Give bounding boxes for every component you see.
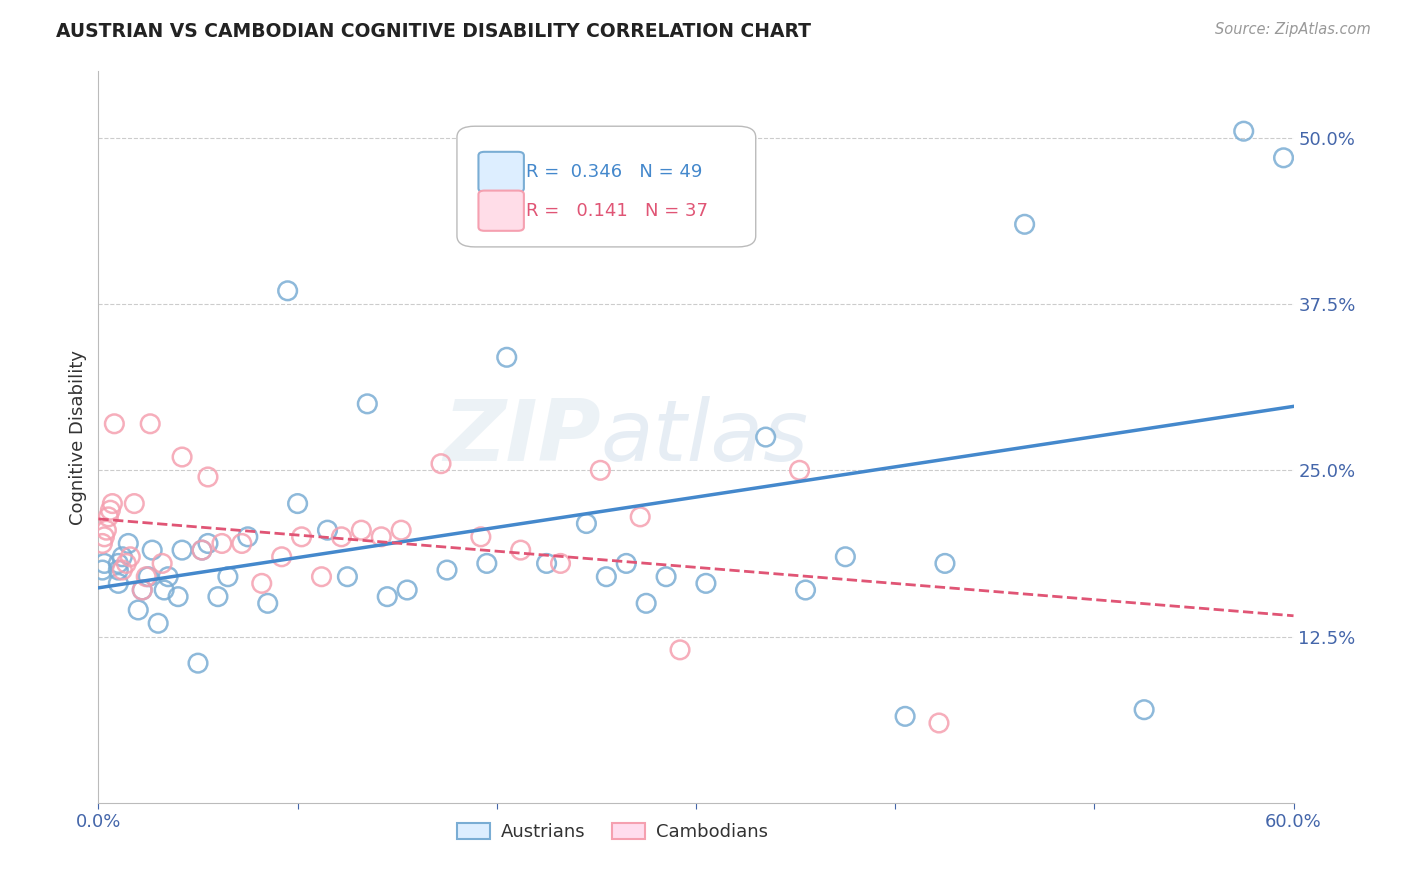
Text: atlas: atlas: [600, 395, 808, 479]
FancyBboxPatch shape: [478, 152, 524, 192]
Point: [789, 463, 811, 477]
Point: [834, 549, 856, 564]
Point: [120, 549, 142, 564]
Point: [127, 603, 149, 617]
Point: [91, 536, 114, 550]
FancyBboxPatch shape: [478, 191, 524, 231]
Point: [117, 536, 139, 550]
Point: [436, 563, 458, 577]
Point: [934, 557, 956, 571]
Text: R =   0.141   N = 37: R = 0.141 N = 37: [526, 202, 709, 220]
Point: [336, 570, 359, 584]
Point: [103, 417, 125, 431]
Point: [356, 397, 378, 411]
Point: [172, 450, 194, 464]
Point: [150, 557, 173, 571]
Point: [628, 509, 651, 524]
Point: [111, 563, 134, 577]
Point: [167, 590, 190, 604]
Point: [101, 497, 124, 511]
Point: [250, 576, 273, 591]
Point: [1014, 217, 1036, 231]
Point: [928, 716, 950, 731]
Point: [894, 709, 917, 723]
Point: [148, 616, 170, 631]
Point: [107, 563, 129, 577]
Point: [236, 530, 259, 544]
Point: [191, 543, 214, 558]
Point: [107, 557, 129, 571]
Y-axis label: Cognitive Disability: Cognitive Disability: [69, 350, 87, 524]
Point: [1133, 703, 1156, 717]
Point: [430, 457, 453, 471]
Text: R =  0.346   N = 49: R = 0.346 N = 49: [526, 163, 703, 181]
Point: [370, 530, 392, 544]
Point: [98, 503, 122, 517]
Point: [495, 351, 517, 365]
Point: [217, 570, 239, 584]
Point: [93, 530, 115, 544]
Point: [575, 516, 598, 531]
Point: [655, 570, 678, 584]
Point: [115, 557, 138, 571]
Point: [135, 570, 157, 584]
Point: [131, 582, 153, 597]
Point: [211, 536, 233, 550]
Point: [287, 497, 309, 511]
FancyBboxPatch shape: [457, 126, 756, 247]
Point: [509, 543, 531, 558]
Point: [111, 549, 134, 564]
Point: [172, 543, 194, 558]
Point: [124, 497, 146, 511]
Point: [695, 576, 717, 591]
Legend: Austrians, Cambodians: Austrians, Cambodians: [450, 816, 775, 848]
Point: [311, 570, 333, 584]
Point: [470, 530, 492, 544]
Point: [131, 582, 153, 597]
Point: [277, 284, 299, 298]
Point: [316, 523, 339, 537]
Point: [475, 557, 498, 571]
Point: [375, 590, 398, 604]
Point: [197, 470, 219, 484]
Point: [595, 570, 617, 584]
Point: [589, 463, 612, 477]
Point: [794, 582, 817, 597]
Point: [291, 530, 314, 544]
Point: [669, 643, 692, 657]
Point: [187, 656, 209, 670]
Point: [141, 543, 163, 558]
Text: Source: ZipAtlas.com: Source: ZipAtlas.com: [1215, 22, 1371, 37]
Point: [93, 557, 115, 571]
Point: [1233, 124, 1256, 138]
Point: [96, 523, 118, 537]
Point: [536, 557, 558, 571]
Text: AUSTRIAN VS CAMBODIAN COGNITIVE DISABILITY CORRELATION CHART: AUSTRIAN VS CAMBODIAN COGNITIVE DISABILI…: [56, 22, 811, 41]
Point: [1272, 151, 1295, 165]
Point: [91, 563, 114, 577]
Point: [350, 523, 373, 537]
Point: [191, 543, 214, 558]
Point: [197, 536, 219, 550]
Point: [139, 417, 162, 431]
Point: [389, 523, 412, 537]
Point: [396, 582, 419, 597]
Point: [207, 590, 229, 604]
Point: [550, 557, 572, 571]
Point: [755, 430, 778, 444]
Point: [97, 509, 120, 524]
Point: [107, 576, 129, 591]
Point: [256, 596, 278, 610]
Point: [136, 570, 159, 584]
Point: [614, 557, 637, 571]
Point: [270, 549, 292, 564]
Point: [231, 536, 253, 550]
Point: [153, 582, 176, 597]
Point: [636, 596, 658, 610]
Text: ZIP: ZIP: [443, 395, 600, 479]
Point: [330, 530, 353, 544]
Point: [157, 570, 180, 584]
